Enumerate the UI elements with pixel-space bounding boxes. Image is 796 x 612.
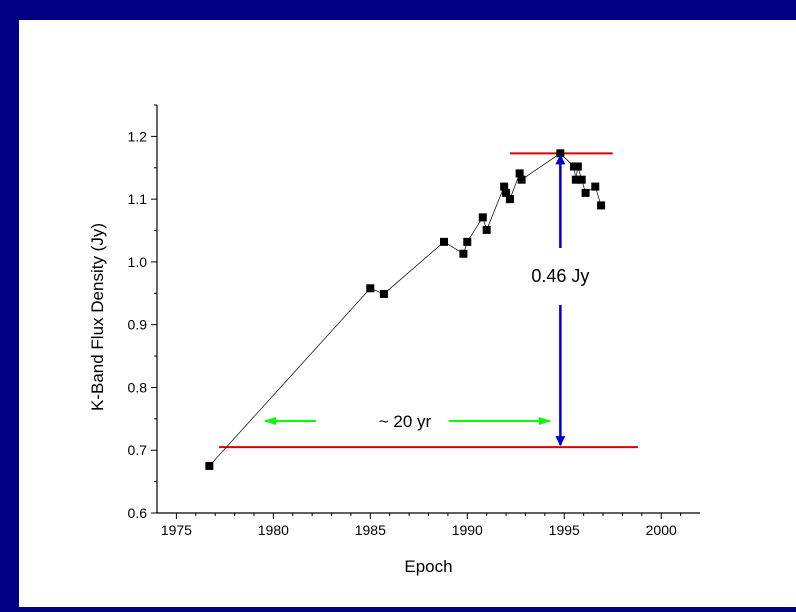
y-tick-label: 0.8 [128, 379, 148, 395]
slide-canvas: 1975 1980 1985 1990 1995 2000 0.6 0.7 0.8 0.9 1.0 1… [19, 20, 796, 607]
data-point [577, 175, 586, 184]
data-point [500, 182, 509, 191]
timescale-label: ~ 20 yr [379, 412, 432, 431]
x-tick-label: 1995 [549, 522, 580, 538]
data-point [482, 225, 491, 234]
data-point [205, 461, 214, 470]
x-tick-label: 1980 [258, 522, 289, 538]
data-point [517, 175, 526, 184]
data-point [459, 249, 468, 258]
x-axis-title: Epoch [404, 557, 452, 576]
x-tick-label: 2000 [646, 522, 677, 538]
y-tick-label: 1.0 [128, 254, 148, 270]
data-point [515, 169, 524, 178]
y-tick-label: 0.9 [128, 317, 148, 333]
data-point [463, 237, 472, 246]
y-tick-label: 1.1 [128, 191, 148, 207]
x-tick-label: 1990 [452, 522, 483, 538]
data-point [581, 188, 590, 197]
data-point [366, 284, 375, 293]
x-tick-label: 1975 [161, 522, 192, 538]
y-tick-label: 1.2 [128, 128, 148, 144]
amplitude-label: 0.46 Jy [531, 266, 589, 286]
data-point [478, 213, 487, 222]
data-point [571, 175, 580, 184]
flux-chart: 1975 1980 1985 1990 1995 2000 0.6 0.7 0.8 0.9 1.0 1… [88, 104, 700, 576]
data-point [573, 162, 582, 171]
data-point [440, 237, 449, 246]
data-point [597, 201, 606, 210]
data-point [591, 182, 600, 191]
data-point [502, 188, 511, 197]
y-tick-label: 0.6 [128, 505, 148, 521]
data-point [379, 289, 388, 298]
y-axis-title: K-Band Flux Density (Jy) [88, 223, 107, 411]
x-tick-label: 1985 [355, 522, 386, 538]
data-point [556, 149, 565, 158]
y-tick-label: 0.7 [128, 442, 148, 458]
data-point [505, 195, 514, 204]
